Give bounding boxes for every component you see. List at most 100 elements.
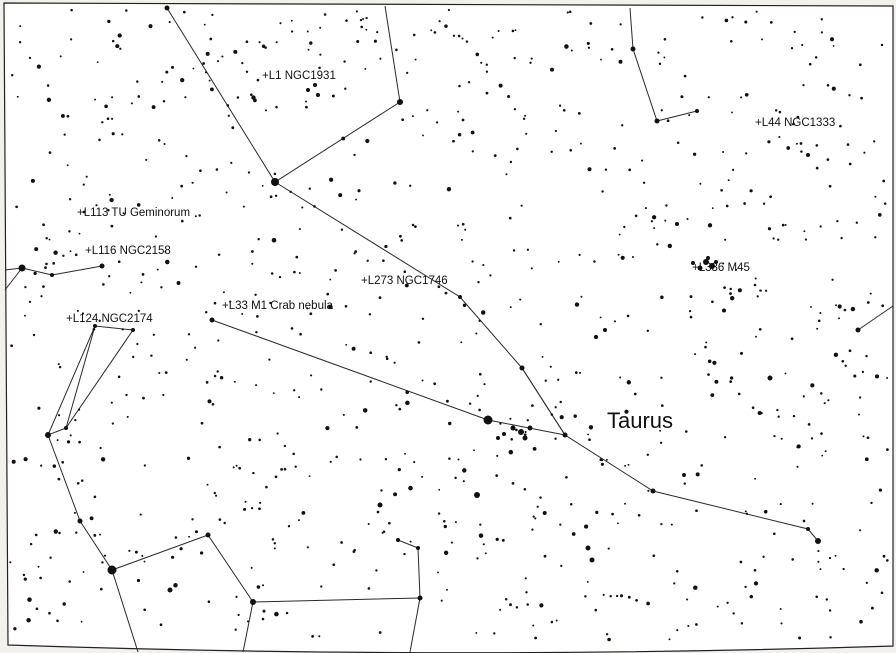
background-star: [311, 635, 314, 638]
object-label-l33[interactable]: +L33 M1 Crab nebula: [222, 300, 334, 312]
star: [271, 178, 279, 186]
background-star: [380, 489, 383, 492]
background-star: [663, 56, 666, 59]
background-star: [496, 454, 499, 457]
background-star: [233, 49, 238, 54]
background-star: [247, 171, 251, 174]
background-star: [157, 139, 161, 142]
background-star: [686, 598, 689, 601]
background-star: [586, 41, 590, 45]
background-star: [23, 314, 26, 317]
background-star: [810, 383, 815, 388]
background-star: [46, 84, 50, 87]
background-star: [80, 620, 83, 623]
background-star: [226, 104, 230, 107]
background-star: [865, 354, 868, 358]
background-star: [623, 225, 626, 229]
background-star: [275, 41, 278, 44]
background-star: [319, 53, 322, 56]
background-star: [150, 354, 153, 357]
background-star: [780, 437, 783, 440]
background-star: [495, 537, 499, 542]
background-star: [833, 352, 839, 357]
background-star: [762, 202, 766, 205]
star: [691, 261, 695, 265]
background-star: [93, 495, 97, 499]
background-star: [815, 595, 818, 599]
background-star: [470, 130, 475, 135]
star: [50, 273, 54, 277]
background-star: [179, 547, 183, 551]
background-star: [40, 295, 43, 298]
background-star: [600, 462, 604, 466]
background-star: [817, 319, 821, 323]
background-star: [28, 300, 32, 304]
background-star: [160, 286, 163, 289]
background-star: [310, 374, 313, 377]
background-star: [753, 283, 757, 287]
background-star: [99, 587, 103, 591]
background-star: [673, 582, 676, 585]
object-label-l113[interactable]: +L113 TU Geminorum: [77, 207, 190, 219]
background-star: [511, 29, 515, 33]
object-label-l44[interactable]: +L44 NGC1333: [755, 117, 835, 129]
background-star: [858, 396, 862, 399]
background-star: [204, 310, 208, 314]
background-star: [430, 29, 433, 32]
background-star: [115, 44, 120, 49]
background-star: [331, 94, 335, 98]
object-label-l124[interactable]: +L124 NGC2174: [66, 313, 153, 325]
background-star: [554, 437, 557, 440]
background-star: [532, 624, 535, 627]
object-label-l1[interactable]: +L1 NGC1931: [262, 70, 336, 82]
background-star: [536, 505, 539, 508]
background-star: [56, 439, 59, 442]
background-star: [512, 249, 516, 252]
star: [417, 595, 423, 601]
background-star: [860, 96, 863, 100]
background-star: [802, 519, 806, 523]
background-star: [108, 275, 111, 278]
background-star: [165, 259, 170, 265]
background-star: [550, 67, 554, 72]
background-star: [478, 533, 484, 538]
background-star: [534, 517, 537, 520]
background-star: [9, 561, 12, 564]
background-star: [790, 47, 794, 50]
object-label-l336[interactable]: +L336 M45: [692, 262, 750, 274]
object-label-l116[interactable]: +L116 NGC2158: [85, 245, 171, 257]
background-star: [573, 414, 577, 418]
background-star: [840, 236, 843, 240]
background-star: [129, 291, 132, 294]
background-star: [276, 432, 279, 435]
background-star: [574, 302, 580, 307]
background-star: [205, 381, 209, 384]
object-label-l273[interactable]: +L273 NGC1746: [361, 275, 448, 287]
background-star: [393, 361, 396, 364]
background-star: [834, 554, 837, 557]
background-star: [338, 193, 343, 198]
background-star: [799, 142, 803, 145]
star: [250, 599, 256, 605]
background-star: [268, 358, 271, 361]
background-star: [508, 216, 512, 220]
background-star: [475, 52, 480, 57]
star: [806, 527, 810, 531]
background-star: [577, 112, 581, 115]
background-star: [828, 556, 832, 560]
background-star: [823, 402, 826, 405]
background-star: [476, 394, 479, 397]
background-star: [163, 142, 166, 146]
background-star: [584, 595, 587, 598]
background-star: [142, 396, 145, 400]
background-star: [711, 300, 714, 304]
background-star: [42, 223, 45, 227]
background-star: [509, 306, 512, 309]
background-star: [882, 554, 886, 558]
background-star: [344, 304, 348, 308]
background-star: [688, 114, 691, 117]
background-star: [125, 9, 128, 12]
background-star: [395, 404, 398, 407]
background-star: [853, 374, 857, 378]
background-star: [774, 109, 778, 112]
